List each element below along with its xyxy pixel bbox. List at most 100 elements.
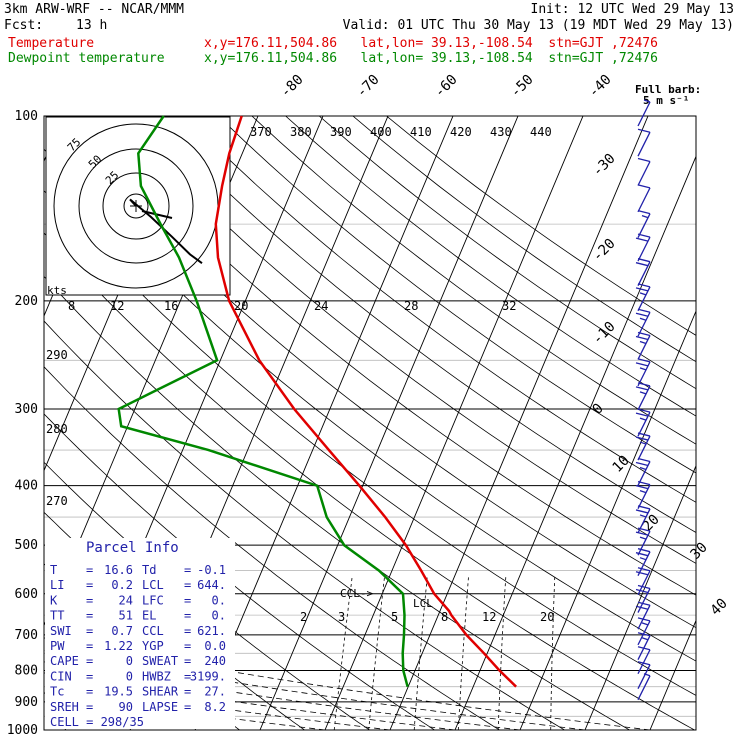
hodograph-speed-label: 20 [234,299,248,313]
wind-barb-flag [635,362,649,367]
dry-adiabat-line [251,116,696,445]
theta-label: 440 [530,125,552,139]
parcel-info-title: Parcel Info [86,540,179,556]
theta-side-label: 290 [46,348,68,362]
parcel-value: 0. [212,609,226,623]
wind-barb [635,457,651,486]
dry-adiabat-line [386,116,696,336]
wind-barb [635,408,651,437]
wind-barb-flag [637,505,651,510]
model-title: 3km ARW-WRF -- NCAR/MMM [4,2,185,17]
parcel-eq: = [86,593,93,607]
parcel-eq: = [86,654,93,668]
wind-barb [637,661,651,689]
wind-barb [635,283,651,312]
isotherm-line [259,116,519,730]
mixing-ratio-label: 12 [482,610,496,624]
wind-barb-staff [637,101,651,127]
wind-barb-flag [637,308,651,313]
wind-barb [637,128,651,157]
parcel-eq: = [86,624,93,638]
pressure-tick-label: 800 [15,663,38,678]
parcel-eq: = [184,578,191,592]
parcel-eq: = [184,685,191,699]
hodograph-speed-label: 28 [404,299,418,313]
wind-barb-staff [637,664,651,689]
parcel-eq: = [184,563,191,577]
parcel-value: 90 [119,700,133,714]
parcel-value: 0 [126,654,133,668]
pressure-tick-label: 300 [15,402,38,417]
dry-adiabat-line [44,190,696,696]
wind-barb-half [639,514,647,518]
wind-barb-staff [637,187,651,213]
wind-barb-flag [637,157,651,163]
isotherm-line [715,116,740,730]
dry-adiabat-line [150,116,696,533]
hodograph-axis-label: kts [47,284,67,297]
parcel-value: 0 [126,669,133,683]
isotherm-label: -20 [590,236,619,265]
mixing-ratio-label: 2 [300,610,307,624]
wind-barb-flag [637,382,651,387]
dry-adiabat-line [44,232,695,730]
wind-barb [635,548,651,576]
wind-barb-flag [637,601,651,606]
parcel-value: 24 [119,593,133,607]
parcel-value: -0.1 [197,563,226,577]
wind-barb-flag [637,548,651,553]
wind-barb-half [639,536,647,540]
parcel-value: 0.0 [204,639,226,653]
wind-barb-half [639,317,647,321]
parcel-value: 240 [204,654,226,668]
wind-barb-half [639,367,647,371]
annotations: CCL-> LCL [340,587,433,610]
dry-adiabat-line [44,148,696,662]
mixing-ratio-label: 3 [338,610,345,624]
parcel-eq: = [86,609,93,623]
ccl-annotation: CCL-> [340,587,373,600]
wind-barb-flag [635,485,649,490]
pressure-tick-label: 400 [15,479,38,494]
pressure-tick-label: 1000 [7,723,38,738]
mixing-ratio-line [550,575,556,730]
isotherm-line [324,116,584,730]
legend-temperature-location: x,y=176.11,504.86 lat,lon= 39.13,-108.54… [204,36,658,51]
isotherm-label: -30 [590,151,619,180]
wind-barb-half [639,391,647,395]
wind-barb-flag [637,283,651,288]
wind-barb-flag [635,386,649,391]
parcel-eq: = [184,593,191,607]
parcel-cell: CELL = 298/35 [50,715,144,729]
wind-barb [637,157,651,186]
isotherm-line [519,309,696,730]
parcel-label: TT [50,609,64,623]
hodograph-speed-label: 8 [68,299,75,313]
wind-barb-flag [637,258,651,263]
parcel-value: 51 [119,609,133,623]
dry-adiabat-line [352,116,696,363]
isotherm-label: -50 [508,72,537,101]
lcl-annotation: LCL [413,597,433,610]
pressure-tick-label: 900 [15,695,38,710]
wind-barb-half [639,466,647,471]
parcel-label: YGP [142,639,164,653]
wind-barb-flag [637,457,651,463]
wind-barb-flag [637,617,651,622]
wind-barb-half [641,215,649,219]
wind-barb-half [639,340,647,345]
parcel-eq: = [184,654,191,668]
isotherm-label: 30 [688,540,711,563]
theta-label: 380 [290,125,312,139]
wind-barb-flag [637,567,651,572]
dry-adiabat-line [44,366,500,730]
pressure-tick-label: 500 [15,538,38,553]
wind-barb [635,382,651,411]
wind-barb-half [639,557,647,561]
parcel-eq: = [86,685,93,699]
hodograph-speed-label: 12 [110,299,124,313]
pressure-tick-label: 600 [15,587,38,602]
wind-barb-half [639,292,647,296]
parcel-label: LCL [142,578,164,592]
legend-temperature-name: Temperature [8,36,95,51]
